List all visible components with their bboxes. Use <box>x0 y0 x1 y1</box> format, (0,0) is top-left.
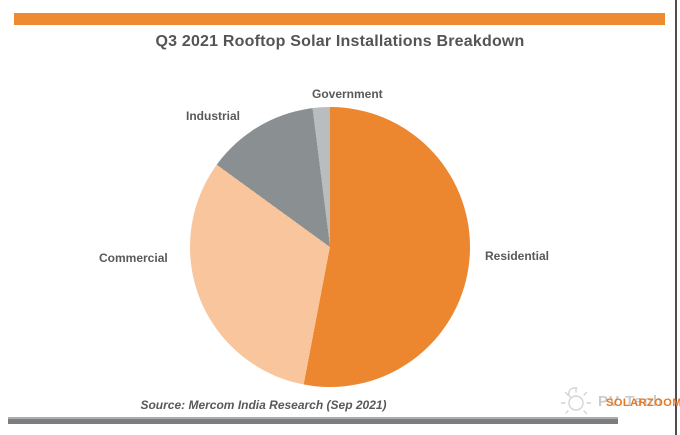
pie-label-industrial: Industrial <box>186 109 241 123</box>
top-accent-bar <box>14 13 665 25</box>
pie-chart <box>190 107 470 387</box>
pie-label-residential: Residential <box>485 249 550 263</box>
pie-label-government: Government <box>312 87 383 101</box>
source-note: Source: Mercom India Research (Sep 2021) <box>140 398 387 412</box>
chart-title: Q3 2021 Rooftop Solar Installations Brea… <box>155 33 525 50</box>
sun-logo-icon <box>556 384 594 423</box>
watermark-gray-text: PV Tech <box>598 393 664 410</box>
watermark: PV Tech SOLARZOOM <box>556 384 680 418</box>
pie-label-commercial: Commercial <box>99 251 168 265</box>
footer-bar <box>8 417 618 424</box>
watermark-orange-text: SOLARZOOM <box>606 397 680 409</box>
right-edge-line <box>675 0 677 435</box>
